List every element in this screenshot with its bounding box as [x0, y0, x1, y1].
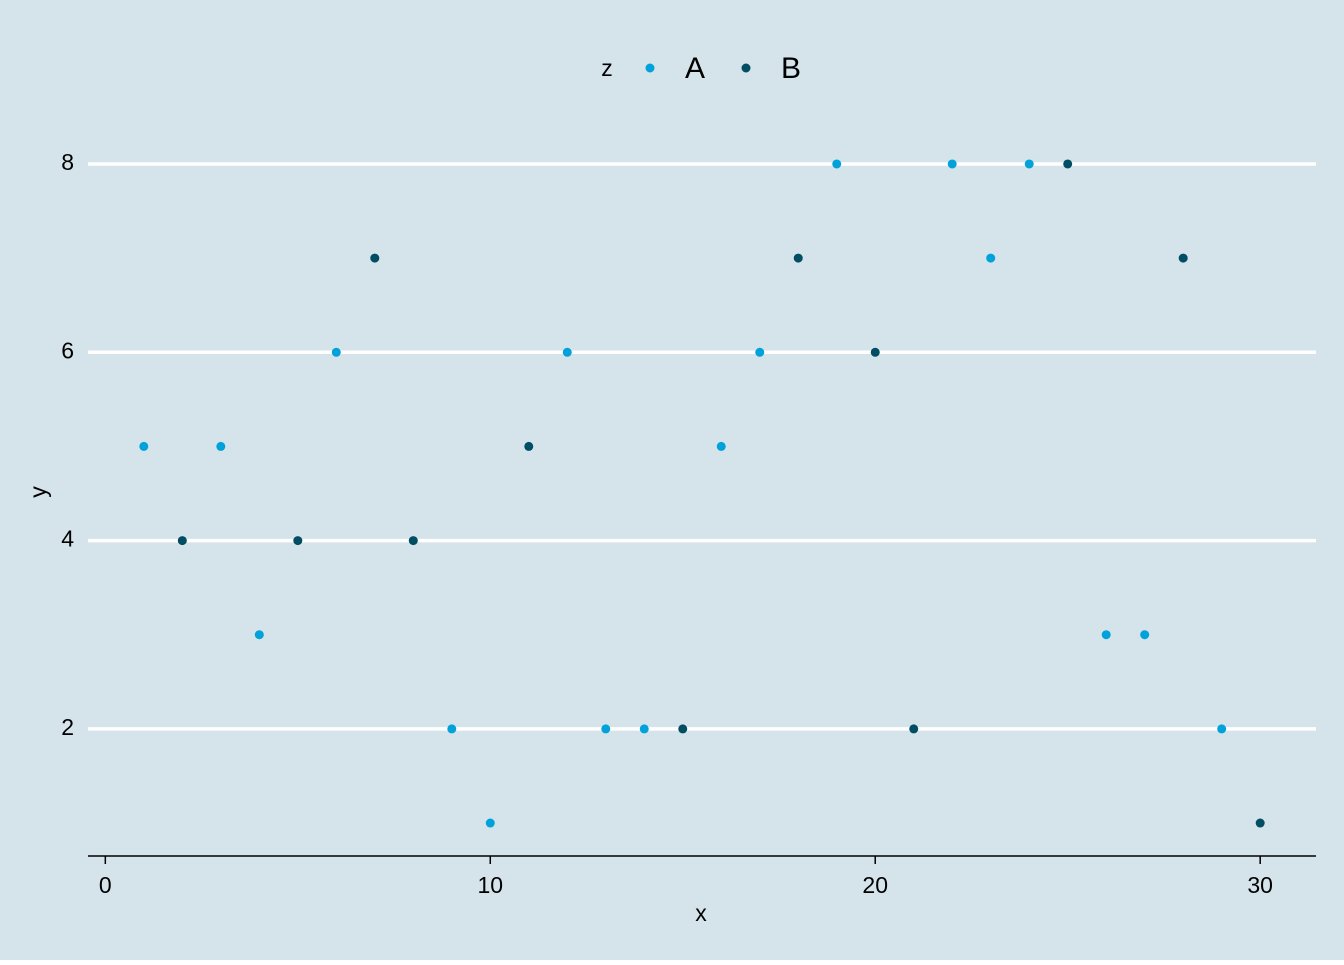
- legend-marker: [741, 63, 751, 73]
- legend-label: A: [685, 52, 705, 85]
- point: [639, 724, 649, 734]
- point: [447, 724, 457, 734]
- point: [716, 441, 726, 451]
- y-tick-label: 6: [61, 337, 74, 363]
- point: [1063, 159, 1073, 169]
- point: [293, 536, 303, 546]
- point: [254, 630, 264, 640]
- point: [1024, 159, 1034, 169]
- y-tick-label: 8: [61, 149, 74, 175]
- point: [1255, 818, 1265, 828]
- x-tick-label: 10: [477, 872, 503, 898]
- point: [986, 253, 996, 263]
- point: [370, 253, 380, 263]
- point: [408, 536, 418, 546]
- legend-label: B: [781, 52, 801, 85]
- point: [1101, 630, 1111, 640]
- point: [793, 253, 803, 263]
- x-tick-label: 30: [1247, 872, 1273, 898]
- point: [1178, 253, 1188, 263]
- legend-title: z: [601, 55, 613, 81]
- point: [331, 347, 341, 357]
- x-tick-label: 0: [99, 872, 112, 898]
- point: [562, 347, 572, 357]
- point: [870, 347, 880, 357]
- point: [1140, 630, 1150, 640]
- point: [216, 441, 226, 451]
- point: [177, 536, 187, 546]
- point: [947, 159, 957, 169]
- legend-marker: [645, 63, 655, 73]
- point: [139, 441, 149, 451]
- x-tick-label: 20: [862, 872, 888, 898]
- point: [1217, 724, 1227, 734]
- y-tick-label: 2: [61, 714, 74, 740]
- y-tick-label: 4: [61, 526, 74, 552]
- point: [601, 724, 611, 734]
- point: [909, 724, 919, 734]
- point: [832, 159, 842, 169]
- y-axis-label: y: [25, 486, 51, 498]
- x-axis-label: x: [695, 900, 707, 926]
- point: [755, 347, 765, 357]
- point: [485, 818, 495, 828]
- point: [524, 441, 534, 451]
- point: [678, 724, 688, 734]
